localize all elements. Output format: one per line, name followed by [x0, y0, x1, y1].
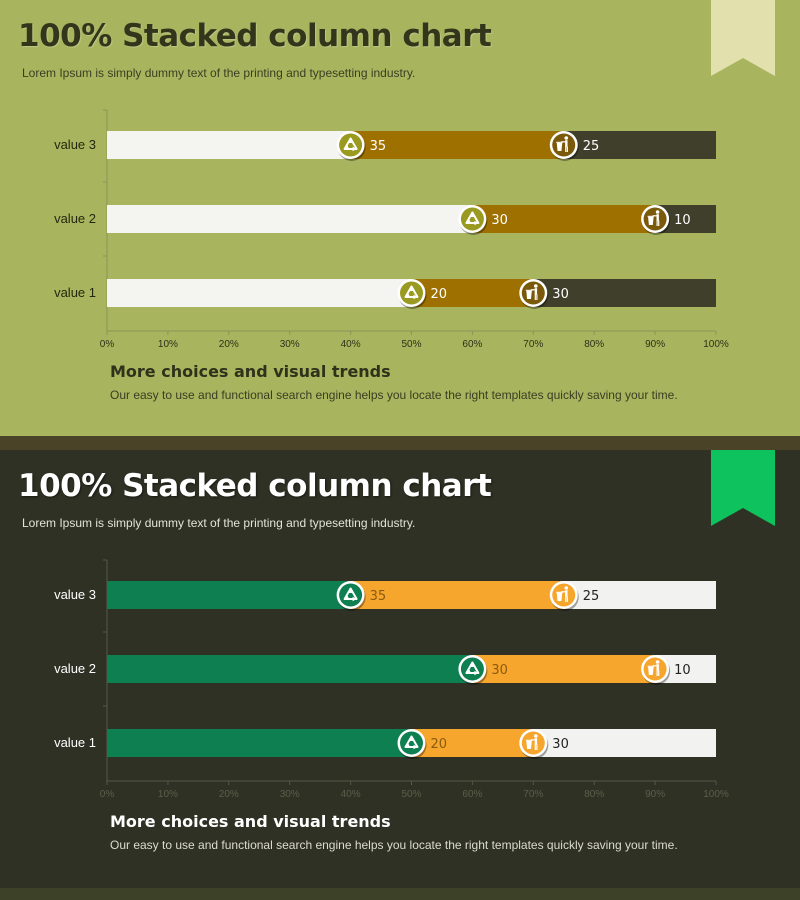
trash-person-icon: [641, 655, 671, 685]
x-tick-label: 60%: [462, 339, 482, 350]
recycle-icon: [397, 729, 427, 759]
bar-segment-1: [107, 279, 412, 307]
footer-title: More choices and visual trends: [110, 362, 391, 381]
x-tick-label: 70%: [523, 789, 543, 800]
data-label: 20: [431, 737, 448, 752]
category-label: value 1: [54, 285, 96, 300]
x-tick-label: 100%: [703, 789, 729, 800]
bars: [107, 581, 716, 757]
bar-segment-3: [533, 729, 716, 757]
stacked-bar-chart: 0% 10% 20% 30% 40% 50% 60% 70% 80% 90% 100% 20 30 30 1…: [54, 559, 729, 800]
x-tick-label: 50%: [401, 789, 421, 800]
x-tick-label: 10%: [158, 339, 178, 350]
ribbon-shape: [711, 0, 775, 76]
chart-panel-dark: 100% Stacked column chart Lorem Ipsum is…: [0, 450, 800, 888]
trash-person-icon: [641, 205, 671, 235]
x-tick-label: 50%: [401, 339, 421, 350]
x-tick-label: 90%: [645, 339, 665, 350]
x-tick-label: 80%: [584, 789, 604, 800]
trash-person-icon: [549, 131, 579, 161]
data-label: 20: [431, 287, 448, 302]
stacked-bar-chart: 0% 10% 20% 30% 40% 50% 60% 70% 80% 90% 100% 20 30 30 1…: [54, 109, 729, 350]
data-label: 10: [674, 213, 691, 228]
footer-title: More choices and visual trends: [110, 812, 391, 831]
bar-segment-3: [533, 279, 716, 307]
data-label: 25: [583, 589, 600, 604]
x-tick-label: 0%: [100, 789, 115, 800]
recycle-icon: [397, 279, 427, 309]
data-label: 25: [583, 139, 600, 154]
data-label: 30: [491, 663, 508, 678]
divider-strip: [0, 436, 800, 450]
footer-text: Our easy to use and functional search en…: [110, 388, 678, 402]
x-tick-label: 20%: [219, 789, 239, 800]
x-tick-label: 20%: [219, 339, 239, 350]
data-labels: 20 30 30 10 35 25: [336, 581, 691, 759]
bookmark-ribbon-icon: [711, 0, 775, 76]
category-label: value 3: [54, 137, 96, 152]
x-tick-label: 40%: [341, 789, 361, 800]
x-tick-label: 30%: [280, 339, 300, 350]
category-label: value 1: [54, 735, 96, 750]
bar-segment-1: [107, 729, 412, 757]
category-label: value 2: [54, 211, 96, 226]
data-label: 10: [674, 663, 691, 678]
category-label: value 2: [54, 661, 96, 676]
recycle-icon: [336, 581, 366, 611]
trash-person-icon: [519, 279, 549, 309]
recycle-icon: [336, 131, 366, 161]
bar-segment-3: [563, 131, 716, 159]
bar-segment-3: [563, 581, 716, 609]
x-tick-label: 30%: [280, 789, 300, 800]
data-label: 30: [552, 737, 569, 752]
bar-segment-1: [107, 655, 473, 683]
recycle-icon: [458, 205, 488, 235]
bar-segment-1: [107, 131, 351, 159]
bar-segment-2: [472, 655, 656, 683]
data-label: 30: [552, 287, 569, 302]
bar-segment-2: [472, 205, 656, 233]
page-title: 100% Stacked column chart: [18, 468, 492, 504]
category-label: value 3: [54, 587, 96, 602]
data-label: 35: [370, 139, 387, 154]
x-tick-label: 90%: [645, 789, 665, 800]
bookmark-ribbon-icon: [711, 450, 775, 526]
x-tick-label: 60%: [462, 789, 482, 800]
data-labels: 20 30 30 10 35 25: [336, 131, 691, 309]
bar-segment-2: [350, 581, 564, 609]
subtitle: Lorem Ipsum is simply dummy text of the …: [22, 66, 416, 80]
bar-segment-2: [411, 279, 534, 307]
subtitle: Lorem Ipsum is simply dummy text of the …: [22, 516, 416, 530]
bar-segment-1: [107, 581, 351, 609]
x-tick-label: 100%: [703, 339, 729, 350]
trash-person-icon: [549, 581, 579, 611]
bar-segment-2: [350, 131, 564, 159]
bar-segment-1: [107, 205, 473, 233]
x-tick-label: 80%: [584, 339, 604, 350]
bar-segment-2: [411, 729, 534, 757]
page-title: 100% Stacked column chart: [18, 18, 492, 54]
x-tick-label: 70%: [523, 339, 543, 350]
footer-text: Our easy to use and functional search en…: [110, 838, 678, 852]
data-label: 35: [370, 589, 387, 604]
x-tick-label: 10%: [158, 789, 178, 800]
data-label: 30: [491, 213, 508, 228]
chart-panel-light: 100% Stacked column chart Lorem Ipsum is…: [0, 0, 800, 436]
recycle-icon: [458, 655, 488, 685]
ribbon-shape: [711, 450, 775, 526]
divider-strip: [0, 888, 800, 900]
x-tick-label: 0%: [100, 339, 115, 350]
trash-person-icon: [519, 729, 549, 759]
x-tick-label: 40%: [341, 339, 361, 350]
